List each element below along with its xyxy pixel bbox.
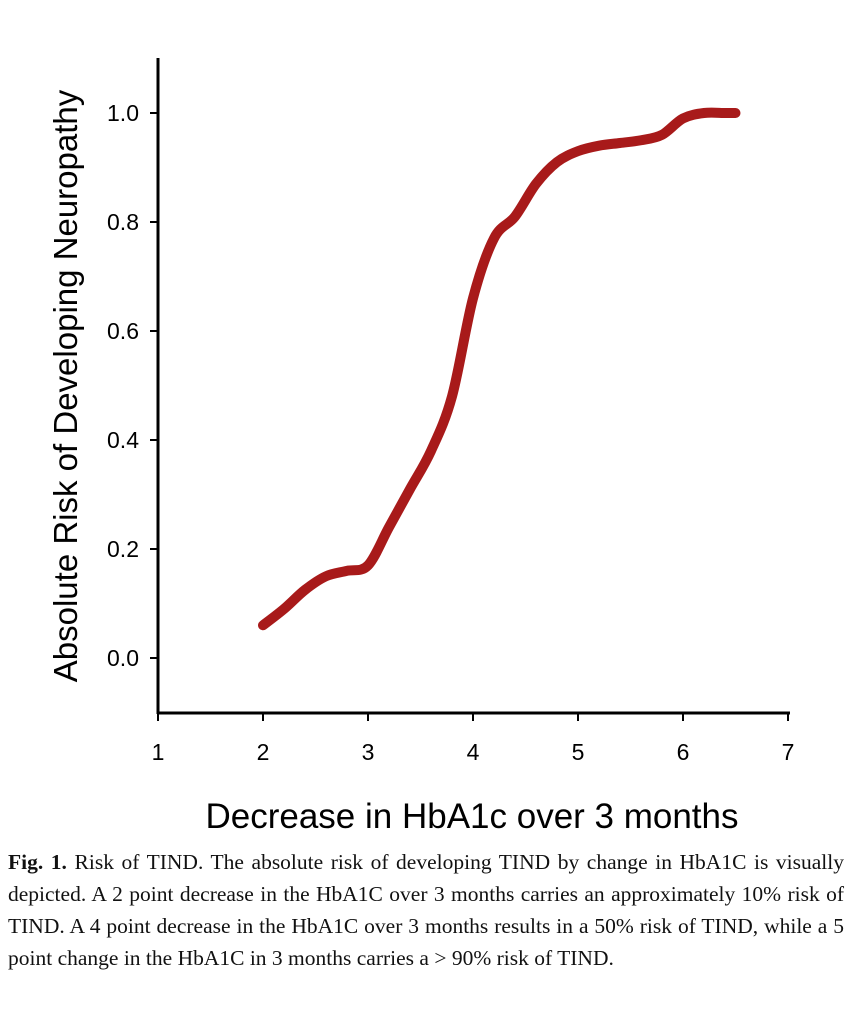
x-tick-label: 1 xyxy=(152,739,165,765)
x-axis-title: Decrease in HbA1c over 3 months xyxy=(205,797,738,836)
caption-text: Risk of TIND. The absolute risk of devel… xyxy=(8,850,844,970)
x-tick-label: 5 xyxy=(572,739,585,765)
line-chart: 0.0 0.2 0.4 0.6 0.8 1.0 1 2 3 4 5 6 7 Absolute Risk… xyxy=(47,58,795,836)
y-tick-label: 0.0 xyxy=(107,645,139,671)
x-tick-group: 1 2 3 4 5 6 7 xyxy=(152,713,795,765)
y-tick-label: 0.2 xyxy=(107,536,139,562)
x-tick-label: 7 xyxy=(782,739,795,765)
y-tick-label: 0.4 xyxy=(107,427,139,453)
chart-axes xyxy=(156,58,790,715)
figure-caption: Fig. 1. Risk of TIND. The absolute risk … xyxy=(8,846,844,974)
y-tick-label: 0.6 xyxy=(107,318,139,344)
x-tick-label: 2 xyxy=(257,739,270,765)
x-tick-label: 4 xyxy=(467,739,480,765)
x-tick-label: 6 xyxy=(677,739,690,765)
x-tick-label: 3 xyxy=(362,739,375,765)
y-tick-group: 0.0 0.2 0.4 0.6 0.8 1.0 xyxy=(107,100,158,671)
series-line-0 xyxy=(258,107,741,631)
y-tick-label: 0.8 xyxy=(107,209,139,235)
y-tick-label: 1.0 xyxy=(107,100,139,126)
y-axis-title: Absolute Risk of Developing Neuropathy xyxy=(47,89,84,682)
series-layer xyxy=(258,107,741,631)
figure-number: Fig. 1. xyxy=(8,850,67,874)
